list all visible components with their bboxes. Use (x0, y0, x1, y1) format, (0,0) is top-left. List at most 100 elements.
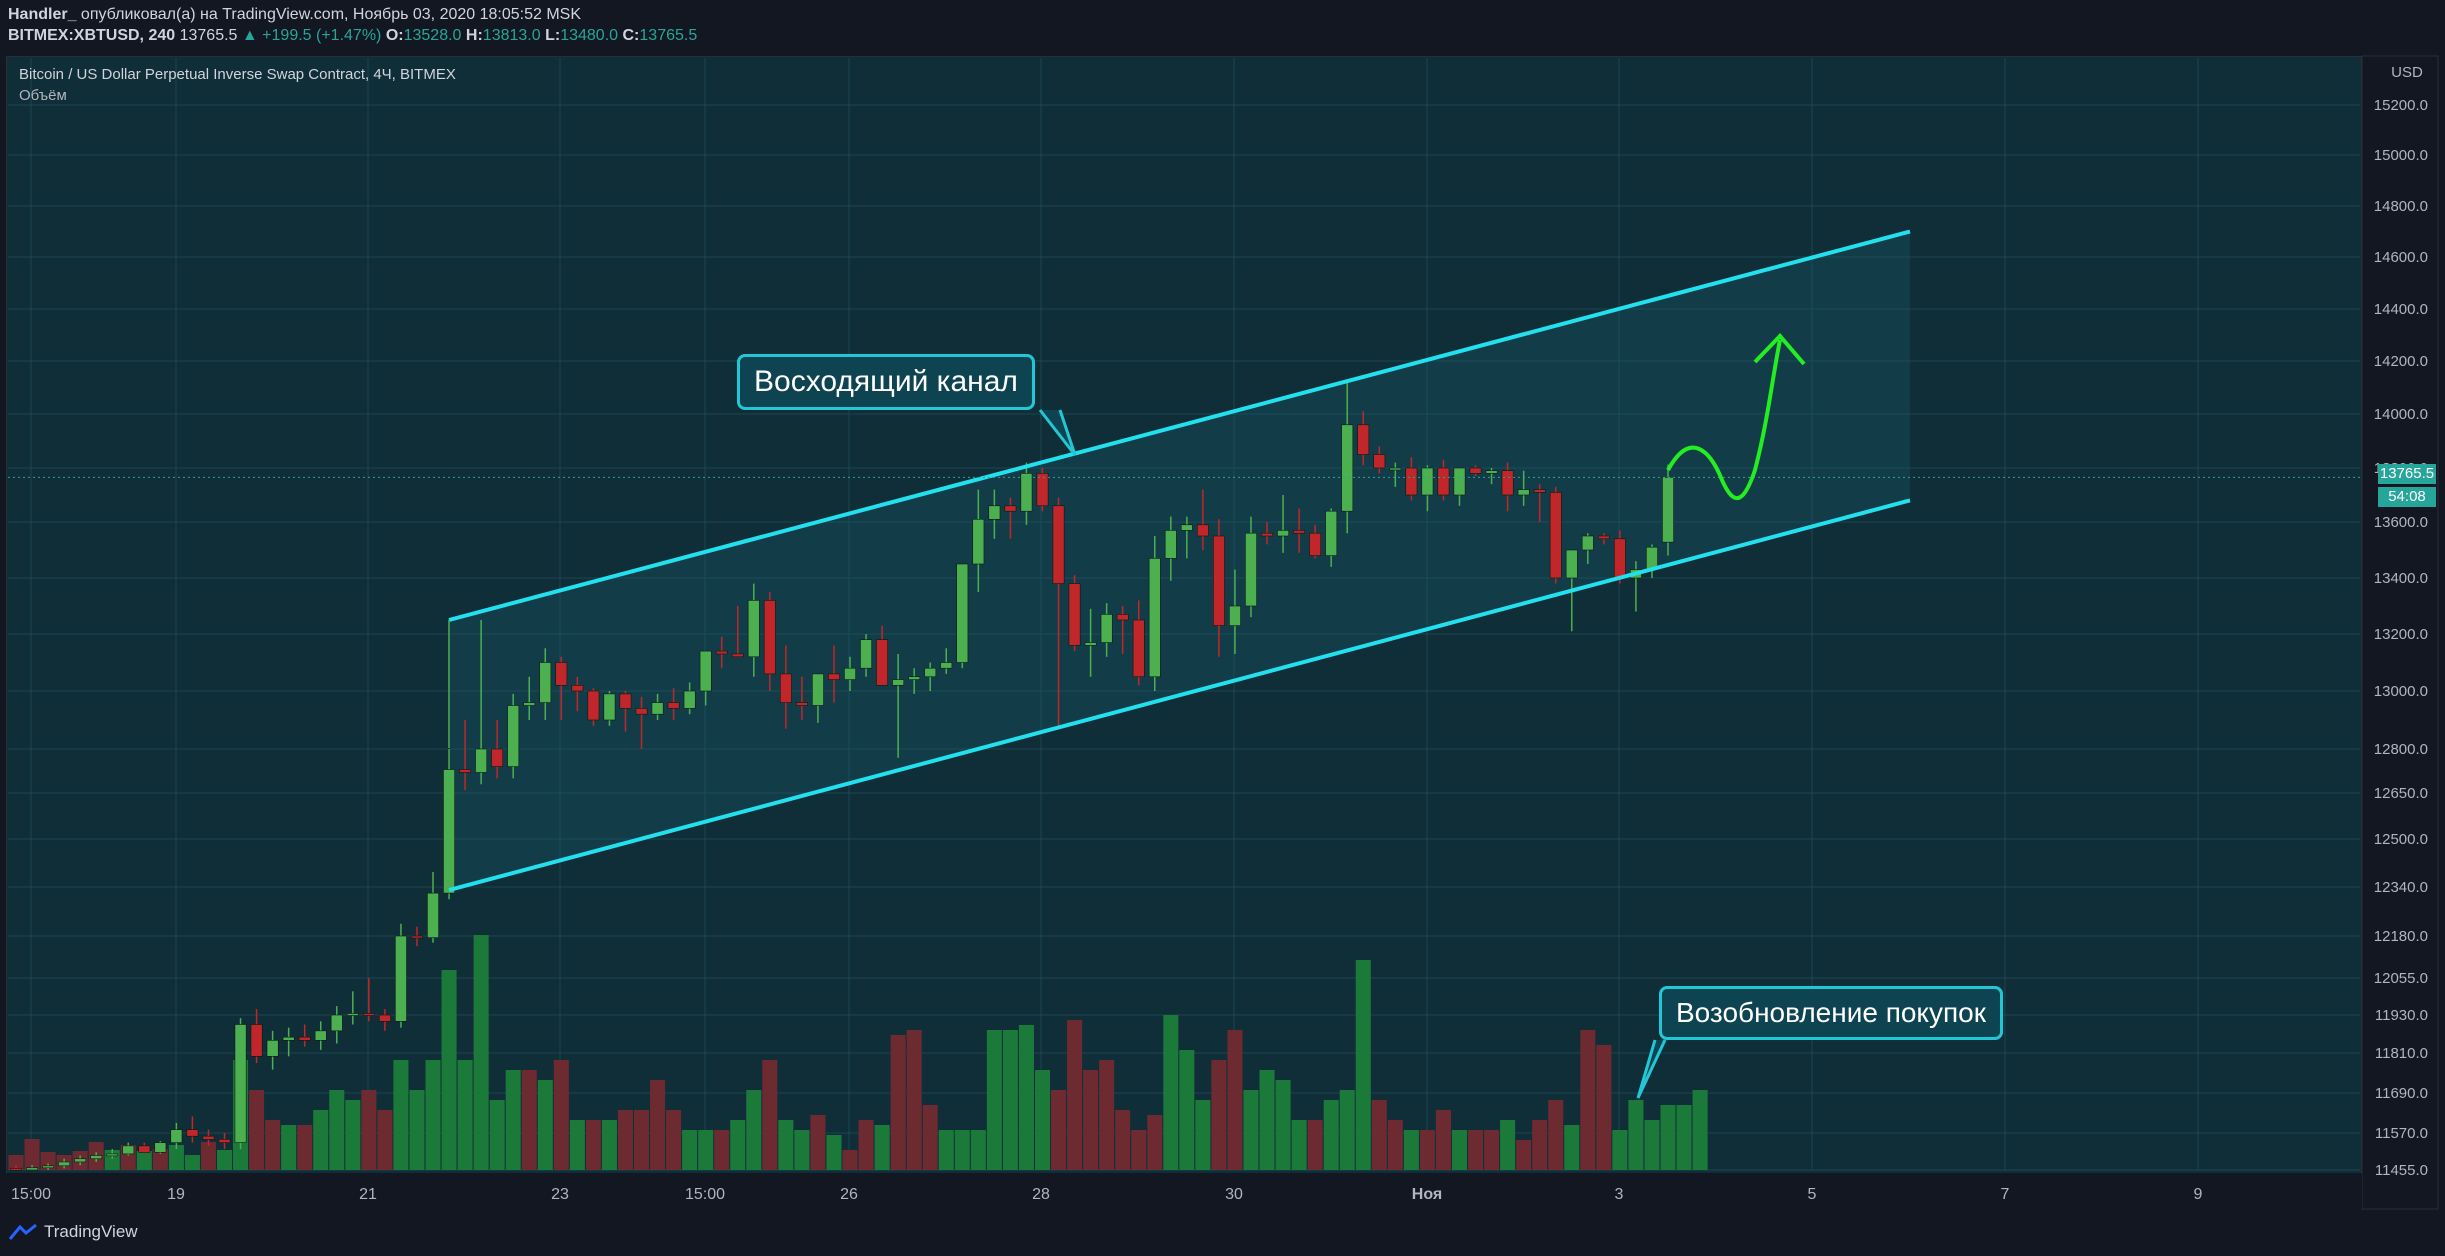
volume-bar (1067, 1020, 1083, 1170)
candle-body (1597, 535, 1610, 540)
symbol-label: BITMEX:XBTUSD, 240 (8, 27, 176, 44)
volume-bar (1564, 1125, 1580, 1170)
candle-body (731, 653, 744, 658)
candle-body (828, 673, 840, 680)
ohlc-line: BITMEX:XBTUSD, 240 13765.5 ▲ +199.5 (+1.… (8, 27, 697, 45)
y-tick-label: 11810.0 (2375, 1045, 2428, 1062)
candle-body (1662, 477, 1674, 543)
candle-body (170, 1129, 183, 1143)
candle-body (1421, 467, 1434, 496)
candle-body (1405, 467, 1418, 496)
tradingview-logo[interactable]: TradingView (8, 1222, 138, 1242)
volume-bar (1387, 1120, 1403, 1170)
volume-bar (730, 1120, 746, 1170)
volume-bar (842, 1150, 858, 1170)
y-tick-label: 11690.0 (2375, 1085, 2428, 1102)
channel-upper-line (448, 229, 1911, 622)
volume-bar (1131, 1130, 1147, 1170)
volume-bar (1484, 1130, 1500, 1170)
volume-bar (1692, 1090, 1708, 1170)
candle-body (1485, 470, 1498, 474)
high-value: 13813.0 (482, 27, 541, 44)
volume-bar (1259, 1070, 1275, 1170)
candle-body (972, 518, 985, 565)
callout-buying-resumption[interactable]: Возобновление покупок (1659, 986, 2003, 1040)
volume-bar (778, 1120, 794, 1170)
candle-body (411, 935, 423, 939)
x-tick-label: 21 (359, 1186, 377, 1203)
volume-bar (682, 1130, 698, 1170)
candle-body (346, 1013, 359, 1016)
volume-bar (1115, 1110, 1131, 1170)
candle-body (459, 769, 472, 773)
x-tick-label: 3 (1615, 1186, 1624, 1203)
candle-body (1020, 473, 1033, 512)
volume-bar (1532, 1120, 1548, 1170)
x-tick-label: 7 (2001, 1186, 2010, 1203)
y-tick-label: 12180.0 (2374, 928, 2428, 945)
candle-body (747, 600, 760, 658)
volume-bar (249, 1090, 265, 1170)
volume-bar (473, 935, 489, 1170)
chart-legend-title: Bitcoin / US Dollar Perpetual Inverse Sw… (19, 66, 456, 83)
y-tick-label: 14200.0 (2374, 353, 2428, 370)
footer-bar (0, 1212, 2445, 1256)
volume-bar (810, 1115, 826, 1170)
candle-body (1245, 532, 1257, 607)
low-label: L: (545, 27, 561, 44)
candle-body (186, 1129, 199, 1137)
candle-body (715, 650, 728, 655)
candle-body (443, 769, 455, 894)
volume-bar (938, 1130, 954, 1170)
candle-body (1229, 605, 1241, 626)
y-tick-label: 12500.0 (2374, 831, 2428, 848)
callout-channel-pointer (1038, 409, 1077, 456)
bar-countdown-tag: 54:08 (2378, 487, 2436, 507)
y-tick-label: 11570.0 (2375, 1125, 2428, 1142)
brand-name: TradingView (44, 1222, 138, 1241)
volume-bar (40, 1152, 56, 1170)
volume-bar (425, 1060, 441, 1170)
candle-body (1293, 530, 1306, 534)
candle-body (1533, 489, 1546, 493)
volume-bar (136, 1151, 152, 1170)
callout-ascending-channel[interactable]: Восходящий канал (737, 354, 1035, 410)
candle-body (10, 1168, 22, 1171)
volume-bar (1002, 1030, 1018, 1170)
volume-bar (1099, 1060, 1115, 1170)
candle-body (138, 1145, 151, 1153)
volume-bar (1163, 1015, 1179, 1170)
y-tick-label: 13600.0 (2374, 514, 2428, 531)
candle-body (491, 748, 504, 767)
volume-bar (986, 1030, 1002, 1170)
volume-bar (281, 1125, 297, 1170)
volume-bar (8, 1155, 24, 1170)
volume-bar (1580, 1030, 1596, 1170)
publish-line: Handler_ опубликовал(а) на TradingView.c… (8, 6, 581, 24)
y-tick-label: 13000.0 (2374, 683, 2428, 700)
author-name[interactable]: Handler_ (8, 6, 77, 23)
volume-bar (521, 1070, 537, 1170)
candle-body (122, 1145, 135, 1155)
tradingview-icon (8, 1223, 37, 1240)
volume-bar (1660, 1105, 1676, 1170)
volume-bar (1083, 1070, 1099, 1170)
candle-body (683, 690, 696, 709)
y-tick-label: 12055.0 (2374, 970, 2428, 987)
candle-body (956, 563, 969, 663)
candle-body (795, 702, 808, 706)
volume-bar (1403, 1130, 1419, 1170)
time-axis (6, 1173, 2362, 1209)
volume-bar (746, 1090, 762, 1170)
close-label: C: (622, 27, 640, 44)
candle-body (1164, 530, 1177, 559)
volume-bar (890, 1035, 906, 1170)
volume-bar (617, 1110, 633, 1170)
candle-body (154, 1142, 167, 1153)
volume-bar (184, 1155, 200, 1170)
y-tick-label: 13200.0 (2374, 626, 2428, 643)
x-tick-label: Ноя (1412, 1186, 1442, 1203)
y-tick-label: 12800.0 (2374, 741, 2428, 758)
volume-legend: Объём (19, 87, 67, 104)
